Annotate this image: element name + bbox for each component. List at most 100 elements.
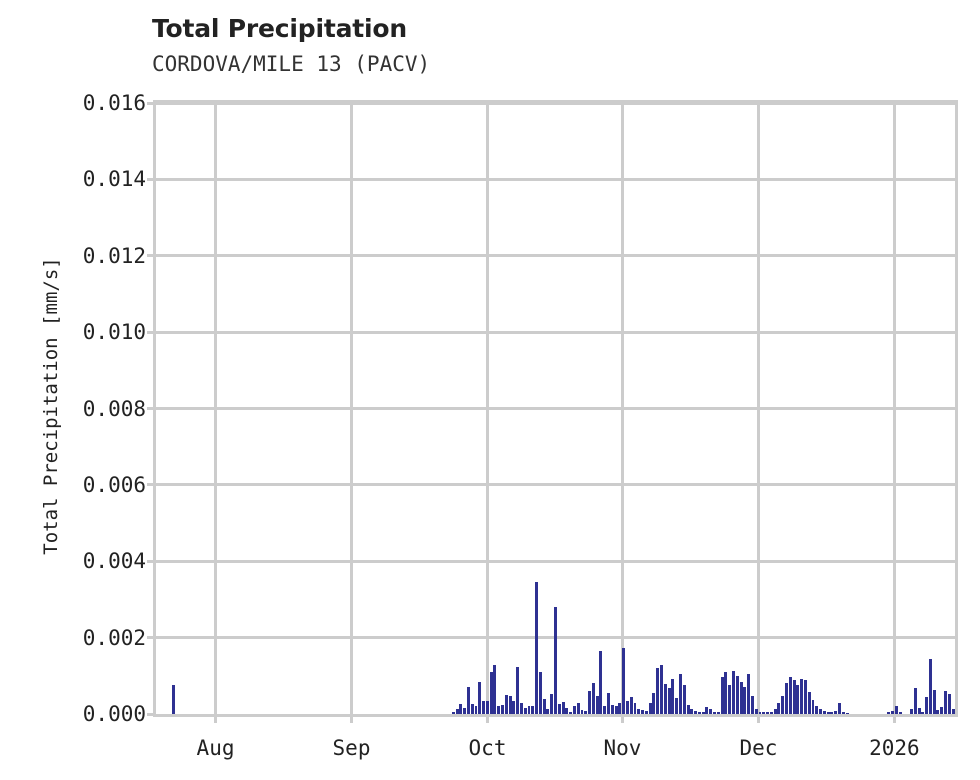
bar [523,708,527,714]
y-tick-mark [147,177,153,181]
bar [607,693,610,714]
gridline-vertical [892,103,896,714]
y-tick-mark [147,712,153,716]
bar [554,607,557,714]
bar [618,703,622,714]
bar [644,710,648,714]
bar [519,702,523,714]
bar [781,695,785,714]
bar [542,698,546,714]
bar [690,708,694,714]
bar [595,695,599,714]
bar [947,694,951,714]
bar [667,688,671,714]
y-tick-label: 0.008 [82,396,146,421]
bar [815,706,819,714]
bar [470,704,474,714]
bar [826,711,830,714]
bar [822,710,826,714]
x-tick-label: Sep [332,736,371,760]
bar [891,710,894,714]
bar [932,689,936,714]
bar [637,708,641,714]
bar [584,710,588,714]
bar [572,705,576,714]
bar [678,673,682,714]
bar [769,712,773,714]
bar [565,707,569,714]
bar [580,710,584,714]
bar [671,678,675,714]
bar [512,700,516,714]
bar [951,709,955,714]
bar [838,703,841,714]
bar [917,707,921,714]
bar [535,582,539,714]
bar [466,686,470,714]
bar [803,680,807,714]
x-tick-label: Dec [739,736,778,760]
bar [807,691,811,714]
bar [482,700,486,714]
bar [489,672,493,714]
x-tick-mark [620,717,624,723]
bar [834,710,838,714]
bar [474,705,478,714]
y-tick-mark [147,101,153,105]
y-axis-tick-labels: 0.000 0.002 0.004 0.006 0.008 0.010 0.012 0.014… [0,0,146,780]
chart-title: Total Precipitation [152,14,407,43]
bar [909,709,913,714]
bar [845,712,849,714]
bar [686,704,690,714]
bar [576,703,580,714]
bar [641,710,645,714]
bar [504,694,508,714]
gridline-horizontal [156,483,955,487]
bar [497,706,501,714]
bar [501,705,504,714]
y-tick-label: 0.016 [82,91,146,115]
y-tick-label: 0.000 [82,702,146,726]
bar [694,710,698,714]
bar [811,700,815,714]
bar [493,665,497,714]
y-tick-label: 0.002 [82,625,146,650]
bar [459,704,463,714]
chart-subtitle: CORDOVA/MILE 13 (PACV) [152,52,431,76]
y-tick-label: 0.010 [82,320,146,345]
bar [463,707,467,714]
y-tick-mark [147,407,153,410]
bar [508,695,512,714]
bar [603,706,607,714]
bar [705,707,709,714]
bar [527,706,531,714]
bar [777,703,781,714]
y-tick-mark [147,559,153,563]
bar [716,711,720,714]
gridline-vertical [756,103,760,714]
bar [894,706,898,714]
bar [591,683,595,714]
bar [557,703,561,714]
plot-inner [156,103,955,714]
bar [538,672,542,714]
bar [569,712,573,714]
bar [735,675,739,714]
gridline-vertical [214,103,218,714]
bar [841,712,845,714]
bar [588,691,592,714]
x-tick-mark [350,717,353,723]
y-tick-label: 0.014 [82,167,146,192]
bar [610,704,614,714]
x-tick-mark [892,717,896,723]
bar [478,681,482,714]
bar [773,709,777,714]
bar [656,668,660,714]
bar [648,703,652,714]
bar [455,709,459,714]
bar [652,692,656,714]
gridline-vertical [486,103,489,714]
bar [663,684,667,714]
bar [739,681,743,714]
